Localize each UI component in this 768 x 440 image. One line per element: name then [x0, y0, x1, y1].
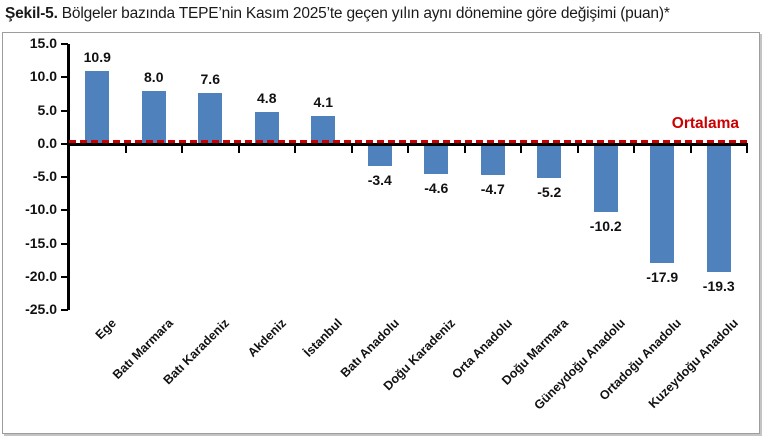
- y-tick-mark: [61, 176, 68, 178]
- bar-value-label: -4.6: [424, 180, 449, 197]
- x-tick-mark: [689, 145, 692, 153]
- y-tick-mark: [61, 142, 68, 145]
- y-tick-mark: [61, 275, 68, 278]
- x-tick-mark: [124, 145, 127, 153]
- y-tick-label: 10.0: [29, 68, 57, 85]
- y-tick-mark: [61, 43, 68, 45]
- bar-value-label: -10.2: [589, 217, 622, 234]
- chart-container: Ortalama 15.0 10.0 5.0 0.0 -5.0 -10.0 -15.0 -20…: [2, 32, 760, 434]
- figure-number: Şekil-5.: [5, 5, 58, 22]
- bar: [141, 90, 166, 144]
- y-tick-label: 15.0: [29, 35, 57, 51]
- y-tick-label: -20.0: [25, 267, 57, 284]
- bar-value-label: 10.9: [83, 49, 111, 66]
- y-tick-mark: [61, 209, 68, 212]
- y-tick-label: -25.0: [25, 301, 57, 317]
- x-tick-mark: [237, 145, 240, 153]
- x-tick-mark: [407, 145, 409, 153]
- figure-title: Şekil-5. Bölgeler bazında TEPE’nin Kasım…: [5, 5, 765, 23]
- y-tick-mark: [61, 309, 68, 311]
- average-dashed-line: [69, 139, 747, 143]
- average-line-label: Ortalama: [671, 115, 739, 133]
- bar: [254, 111, 279, 144]
- x-tick-mark: [294, 145, 296, 153]
- bar-value-label: 8.0: [144, 68, 164, 85]
- bar-value-label: 7.6: [200, 71, 220, 88]
- x-tick-mark: [350, 145, 353, 153]
- x-tick-mark: [181, 145, 183, 153]
- bar-value-label: -5.2: [537, 184, 562, 201]
- bar: [480, 143, 505, 175]
- bar: [367, 143, 392, 167]
- y-tick-mark: [61, 76, 68, 79]
- bar: [706, 143, 731, 273]
- bar: [198, 93, 223, 144]
- y-tick-label: 0.0: [37, 134, 57, 151]
- y-tick-mark: [61, 242, 68, 245]
- y-tick-label: -5.0: [32, 168, 57, 184]
- bar-value-label: -4.7: [480, 181, 505, 197]
- x-tick-mark: [576, 145, 579, 153]
- bar: [311, 116, 336, 144]
- x-tick-mark: [463, 145, 466, 153]
- y-tick-label: -10.0: [25, 201, 57, 218]
- bar-value-label: 4.1: [313, 94, 333, 111]
- bar: [85, 71, 110, 144]
- y-axis-line: [67, 44, 70, 310]
- bar: [537, 143, 562, 179]
- bar-value-label: -17.9: [646, 268, 679, 285]
- figure-caption: Bölgeler bazında TEPE’nin Kasım 2025’te …: [57, 5, 670, 22]
- bar-value-label: -19.3: [702, 278, 735, 295]
- x-axis-baseline: [67, 142, 748, 146]
- x-tick-mark: [520, 145, 522, 153]
- bar: [593, 143, 618, 212]
- bar: [650, 143, 675, 263]
- x-tick-mark: [633, 145, 635, 153]
- y-tick-label: 5.0: [37, 101, 57, 118]
- bar-value-label: -3.4: [367, 172, 392, 189]
- bar: [424, 143, 449, 175]
- plot-area: Ortalama 15.0 10.0 5.0 0.0 -5.0 -10.0 -15.0 -20…: [25, 35, 748, 412]
- x-tick-mark: [746, 145, 748, 153]
- x-tick-mark: [68, 145, 70, 153]
- y-tick-label: -15.0: [25, 234, 57, 251]
- y-tick-mark: [61, 109, 68, 112]
- bar-value-label: 4.8: [257, 89, 277, 106]
